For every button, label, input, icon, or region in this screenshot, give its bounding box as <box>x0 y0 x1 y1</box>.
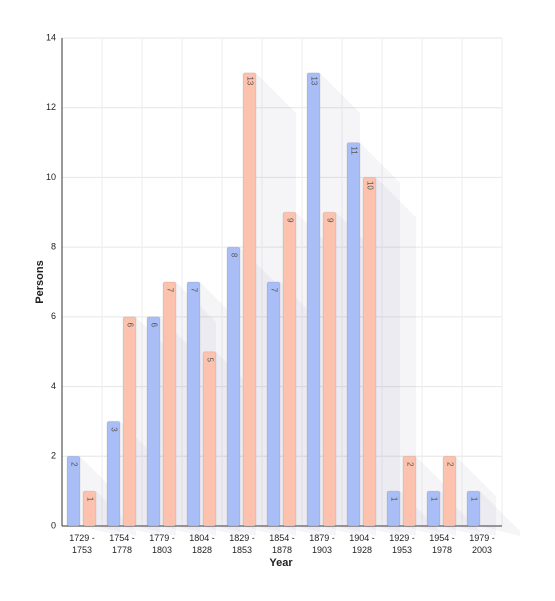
y-tick-label: 2 <box>51 451 56 461</box>
x-tick-label: 1754 - 1778 <box>109 533 135 555</box>
data-label: 2 <box>445 462 454 467</box>
bar <box>402 455 417 527</box>
data-label: 5 <box>205 357 214 362</box>
x-tick-label: 1779 - 1803 <box>149 533 175 555</box>
data-label: 2 <box>69 462 78 467</box>
data-label: 1 <box>469 497 478 502</box>
bar <box>346 142 361 527</box>
data-label: 10 <box>365 181 374 190</box>
data-label: 13 <box>245 76 254 85</box>
data-label: 7 <box>165 288 174 293</box>
data-label: 9 <box>325 218 334 223</box>
bar-shadow <box>376 177 416 536</box>
bar <box>322 211 337 527</box>
data-label: 13 <box>309 76 318 85</box>
y-tick-label: 4 <box>51 381 56 391</box>
x-tick-label: 1929 - 1953 <box>389 533 415 555</box>
data-label: 3 <box>109 427 118 432</box>
bar <box>282 211 297 527</box>
bar-shadow <box>480 491 520 536</box>
x-tick-label: 1854 - 1878 <box>269 533 295 555</box>
bar <box>122 316 137 527</box>
bar <box>226 246 241 527</box>
bar <box>442 455 457 527</box>
x-tick-label: 1729 - 1753 <box>69 533 95 555</box>
data-label: 11 <box>349 146 358 155</box>
x-tick-label: 1829 - 1853 <box>229 533 255 555</box>
y-tick-label: 14 <box>46 32 56 42</box>
x-tick-label: 1954 - 1978 <box>429 533 455 555</box>
bar <box>242 72 257 527</box>
bar <box>66 455 81 527</box>
y-tick-label: 6 <box>51 311 56 321</box>
bar <box>266 281 281 527</box>
y-tick-label: 12 <box>46 102 56 112</box>
bar <box>82 490 97 527</box>
y-tick-label: 8 <box>51 242 56 252</box>
x-tick-label: 1979 - 2003 <box>469 533 495 555</box>
data-label: 1 <box>85 497 94 502</box>
x-axis-label: Year <box>269 557 293 569</box>
x-tick-label: 1904 - 1928 <box>349 533 375 555</box>
bar <box>362 176 377 527</box>
bar <box>386 490 401 527</box>
bar <box>306 72 321 527</box>
bar <box>202 351 217 527</box>
bar <box>426 490 441 527</box>
x-tick-label: 1879 - 1903 <box>309 533 335 555</box>
data-label: 6 <box>125 323 134 328</box>
bar <box>106 420 121 527</box>
data-label: 8 <box>229 253 238 258</box>
data-label: 2 <box>405 462 414 467</box>
y-tick-label: 10 <box>46 172 56 182</box>
data-label: 7 <box>189 288 198 293</box>
data-label: 7 <box>269 288 278 293</box>
bar <box>162 281 177 527</box>
data-label: 1 <box>389 497 398 502</box>
data-label: 1 <box>429 497 438 502</box>
bar <box>466 490 481 527</box>
bar <box>146 316 161 527</box>
y-axis-label: Persons <box>34 260 46 303</box>
bar <box>186 281 201 527</box>
data-label: 6 <box>149 323 158 328</box>
data-label: 9 <box>285 218 294 223</box>
y-tick-label: 0 <box>51 520 56 530</box>
x-tick-label: 1804 - 1828 <box>189 533 215 555</box>
